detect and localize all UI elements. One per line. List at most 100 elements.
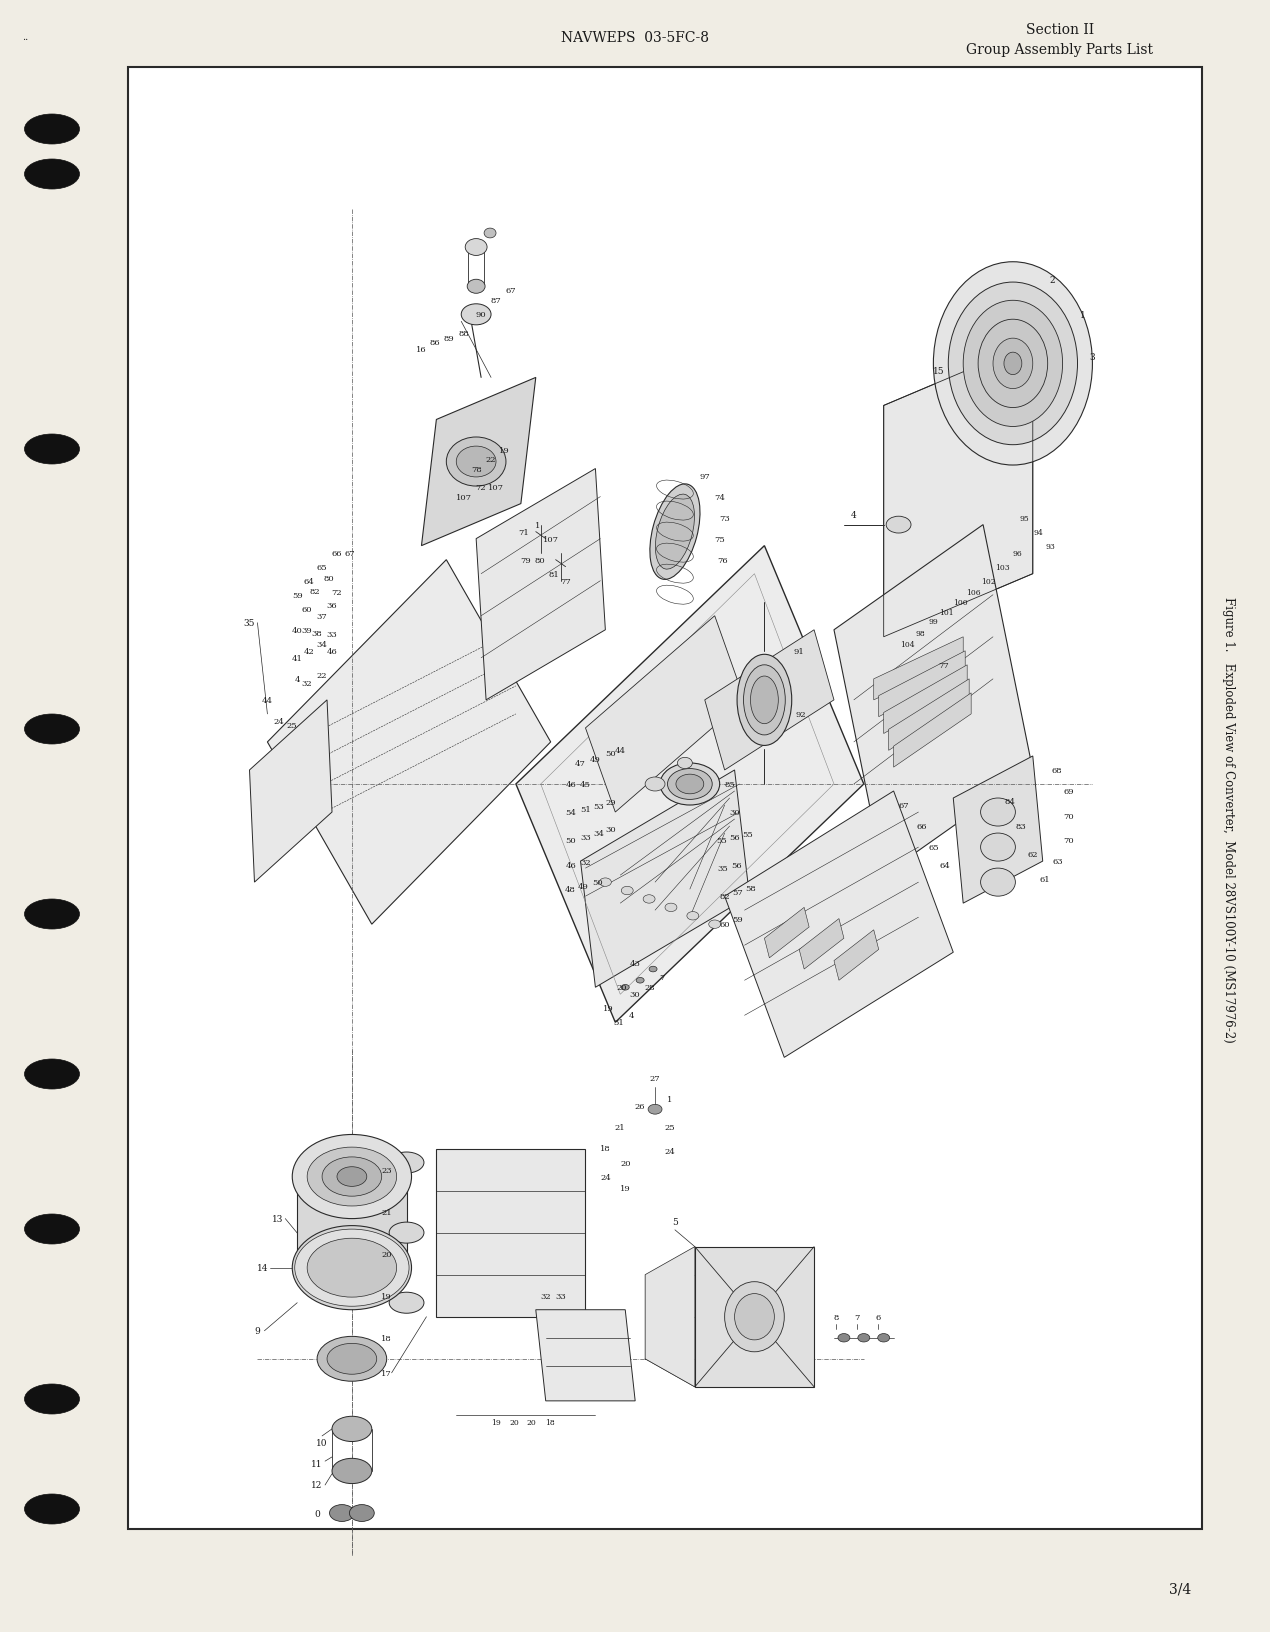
Ellipse shape [331, 1459, 372, 1483]
Text: 30: 30 [605, 826, 616, 834]
Text: 26: 26 [635, 1103, 645, 1111]
Ellipse shape [621, 886, 634, 896]
Text: 18: 18 [599, 1144, 611, 1152]
Text: 101: 101 [939, 609, 954, 617]
Polygon shape [834, 930, 879, 981]
Text: 93: 93 [1045, 542, 1055, 550]
Text: 59: 59 [292, 591, 302, 599]
Polygon shape [516, 547, 864, 1023]
Text: 18: 18 [545, 1418, 555, 1426]
Ellipse shape [980, 868, 1016, 896]
Text: 99: 99 [928, 619, 939, 627]
Text: 44: 44 [262, 697, 273, 705]
Text: 54: 54 [565, 808, 577, 816]
Text: 5: 5 [672, 1217, 678, 1226]
Ellipse shape [980, 798, 1016, 826]
Text: 82: 82 [310, 588, 320, 596]
Text: 107: 107 [456, 493, 472, 501]
Text: 1: 1 [535, 521, 541, 529]
Text: 70: 70 [1063, 837, 1074, 844]
Text: 40: 40 [292, 627, 302, 635]
Polygon shape [536, 1310, 635, 1400]
Text: ..: .. [22, 34, 28, 42]
Ellipse shape [24, 1059, 80, 1089]
Ellipse shape [677, 757, 692, 769]
Text: 47: 47 [575, 759, 585, 767]
Polygon shape [580, 770, 749, 987]
Text: 19: 19 [491, 1418, 500, 1426]
Text: 19: 19 [620, 1185, 631, 1191]
Ellipse shape [24, 1214, 80, 1244]
Text: NAVWEPS  03-5FC-8: NAVWEPS 03-5FC-8 [561, 31, 709, 46]
Text: 35: 35 [718, 865, 728, 873]
Text: 67: 67 [505, 287, 516, 295]
Text: 31: 31 [613, 1018, 624, 1027]
Text: 56: 56 [732, 862, 742, 870]
Text: 103: 103 [996, 563, 1011, 571]
Ellipse shape [389, 1222, 424, 1244]
Text: 72: 72 [475, 483, 485, 491]
Text: 7: 7 [855, 1312, 860, 1320]
Text: 80: 80 [324, 574, 334, 583]
Text: 88: 88 [458, 330, 470, 338]
Text: 63: 63 [1053, 857, 1063, 865]
Text: 82: 82 [719, 893, 730, 901]
Text: 95: 95 [1020, 514, 1030, 522]
Ellipse shape [484, 228, 497, 238]
Ellipse shape [687, 912, 699, 920]
Polygon shape [884, 666, 968, 734]
Text: 53: 53 [593, 803, 603, 811]
Text: 56: 56 [729, 834, 740, 842]
Polygon shape [725, 792, 954, 1058]
Text: 77: 77 [560, 578, 572, 586]
Text: 24: 24 [274, 718, 284, 726]
Text: 29: 29 [605, 798, 616, 806]
Text: 23: 23 [381, 1165, 392, 1173]
Text: 28: 28 [645, 984, 655, 992]
Text: 73: 73 [719, 514, 730, 522]
Ellipse shape [24, 899, 80, 930]
Text: 106: 106 [965, 589, 980, 597]
Ellipse shape [456, 447, 497, 478]
Polygon shape [894, 694, 972, 767]
Ellipse shape [389, 1152, 424, 1173]
Ellipse shape [24, 1493, 80, 1524]
Text: 91: 91 [794, 648, 805, 656]
Text: 8: 8 [833, 1312, 838, 1320]
Ellipse shape [949, 282, 1077, 446]
Text: 15: 15 [932, 367, 944, 375]
Text: 45: 45 [580, 780, 591, 788]
Text: 77: 77 [939, 661, 949, 669]
Text: 65: 65 [316, 563, 328, 571]
Text: 71: 71 [518, 529, 530, 537]
Text: 17: 17 [381, 1369, 392, 1377]
Text: 32: 32 [541, 1293, 551, 1301]
Text: Section II: Section II [1026, 23, 1093, 38]
Text: 34: 34 [316, 640, 328, 648]
Text: 72: 72 [331, 589, 343, 597]
Text: 21: 21 [381, 1208, 392, 1216]
Text: 84: 84 [1005, 798, 1015, 805]
Text: 13: 13 [272, 1214, 283, 1224]
Ellipse shape [446, 437, 505, 486]
Text: 14: 14 [257, 1263, 268, 1273]
Text: 37: 37 [316, 612, 328, 620]
Text: 55: 55 [716, 837, 726, 844]
Ellipse shape [751, 677, 779, 725]
Ellipse shape [292, 1134, 411, 1219]
Text: 9: 9 [254, 1327, 260, 1335]
Text: 32: 32 [302, 679, 312, 687]
Text: 35: 35 [244, 619, 255, 628]
Polygon shape [879, 651, 965, 716]
Text: 67: 67 [344, 550, 356, 557]
Polygon shape [695, 1247, 814, 1387]
Text: 44: 44 [615, 747, 626, 756]
Ellipse shape [676, 775, 704, 795]
Polygon shape [297, 1177, 406, 1268]
Text: 98: 98 [916, 630, 926, 636]
Text: 58: 58 [745, 885, 756, 893]
Text: 59: 59 [733, 916, 743, 924]
Text: 7: 7 [659, 974, 664, 982]
Text: 107: 107 [488, 483, 504, 491]
Text: 97: 97 [700, 472, 710, 480]
